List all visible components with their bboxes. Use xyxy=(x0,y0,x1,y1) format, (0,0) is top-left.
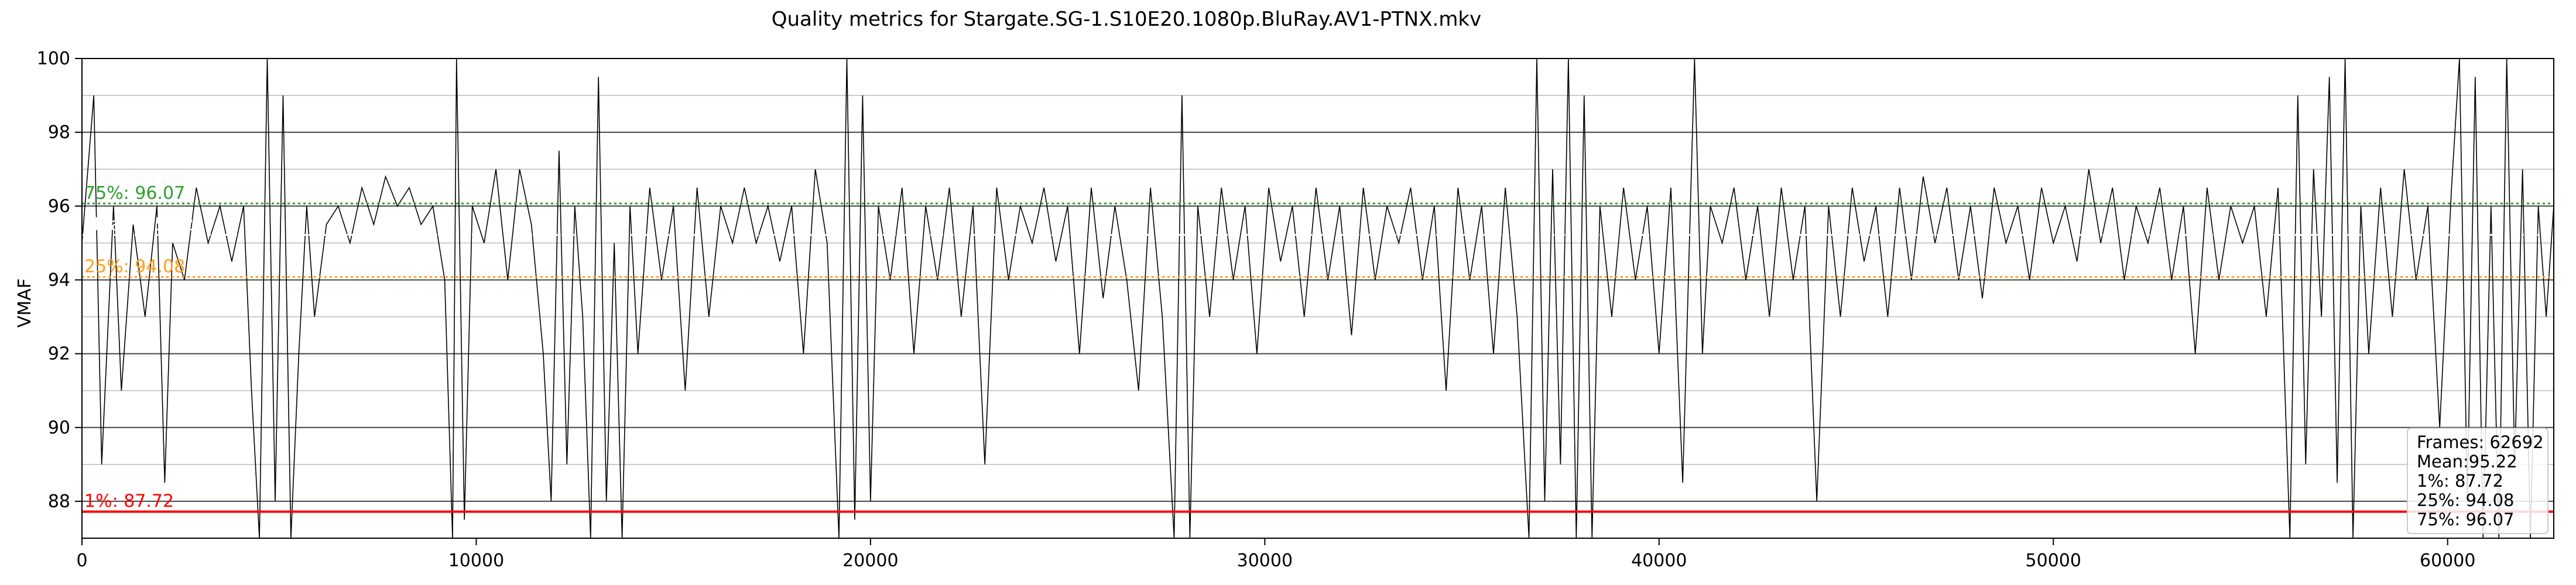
x-tick-label: 10000 xyxy=(448,550,504,571)
legend-line: Frames: 62692 xyxy=(2417,432,2544,452)
x-axis-ticks: 0 10000 20000 30000 40000 50000 60000 xyxy=(76,538,2475,571)
vmaf-series-line xyxy=(81,58,2554,539)
reference-label: Mean: 95.22 xyxy=(84,215,194,235)
y-tick-label: 94 xyxy=(48,270,70,290)
y-axis-title: VMAF xyxy=(15,278,35,328)
x-tick-label: 50000 xyxy=(2026,550,2081,571)
y-tick-label: 88 xyxy=(48,491,70,512)
plot-frame xyxy=(81,58,2554,539)
reference-label: 25%: 94.08 xyxy=(84,256,185,277)
reference-label: 1%: 87.72 xyxy=(84,491,174,512)
legend-box xyxy=(2407,428,2548,534)
x-tick-label: 0 xyxy=(76,550,87,571)
legend-line: 75%: 96.07 xyxy=(2417,510,2514,529)
y-tick-label: 96 xyxy=(48,196,70,216)
reference-label: 75%: 96.07 xyxy=(84,183,185,204)
y-tick-label: 92 xyxy=(48,344,70,364)
chart-title: Quality metrics for Stargate.SG-1.S10E20… xyxy=(772,8,1482,31)
x-tick-label: 30000 xyxy=(1237,550,1293,571)
x-tick-label: 60000 xyxy=(2420,550,2475,571)
x-tick-label: 20000 xyxy=(842,550,898,571)
y-tick-label: 98 xyxy=(48,122,70,143)
legend-line: Mean:95.22 xyxy=(2417,452,2517,472)
y-tick-label: 90 xyxy=(48,418,70,438)
y-tick-label: 100 xyxy=(37,49,70,69)
series-layer xyxy=(81,58,2554,539)
y-axis-ticks: 88 90 92 94 96 98 100 xyxy=(37,49,82,512)
legend-line: 25%: 94.08 xyxy=(2417,490,2514,510)
x-tick-label: 40000 xyxy=(1631,550,1687,571)
legend-line: 1%: 87.72 xyxy=(2417,471,2503,491)
